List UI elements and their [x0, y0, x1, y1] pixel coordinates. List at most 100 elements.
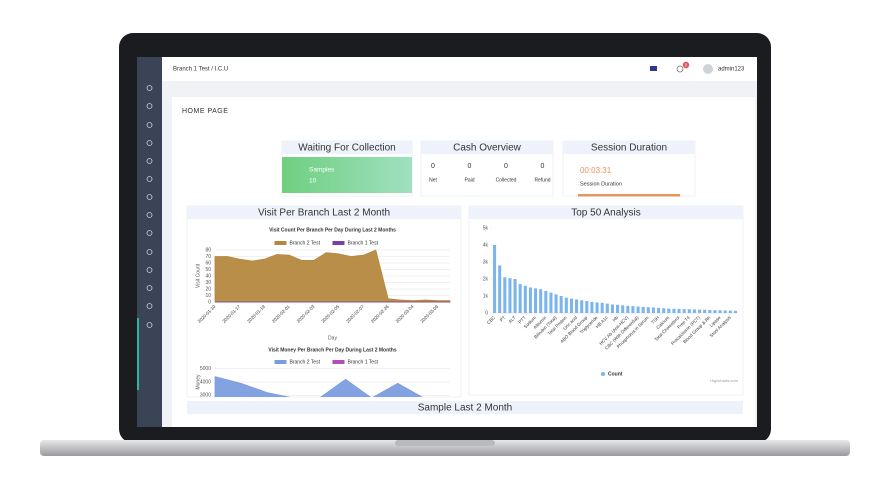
bar: [713, 310, 717, 313]
y-axis-label: Money: [195, 374, 201, 390]
x-tick-label: PT: [499, 315, 507, 323]
bar: [631, 306, 635, 313]
waiting-box: [282, 157, 412, 193]
bar: [662, 308, 666, 313]
bar: [636, 306, 640, 313]
bar: [687, 309, 691, 313]
legend-swatch[interactable]: [274, 360, 287, 364]
x-tick-label: TSH: [650, 315, 660, 325]
sidebar-icons[interactable]: [146, 85, 153, 328]
bar: [621, 305, 625, 313]
bell[interactable]: [676, 65, 684, 73]
bar: [508, 278, 512, 313]
user-name[interactable]: admin123: [718, 67, 745, 73]
bar: [657, 307, 661, 313]
page-title: HOME PAGE: [182, 108, 228, 115]
waiting-title: Waiting For Collection: [298, 143, 395, 154]
bar: [534, 288, 538, 313]
area: [214, 249, 451, 303]
y-tick-label: 70: [205, 254, 211, 260]
y-tick-label: 10: [205, 293, 211, 299]
bar: [672, 308, 676, 313]
y-tick-label: 80: [205, 247, 211, 253]
badge-count: 0: [685, 62, 688, 67]
legend-swatch[interactable]: [274, 241, 287, 245]
chart: Visit Money Per Branch Per Day During La…: [195, 347, 450, 399]
card-header: [282, 141, 412, 154]
waiting-label: Samples: [309, 167, 335, 174]
bar: [498, 265, 502, 313]
panel-header: [187, 206, 461, 219]
bar: [600, 302, 604, 313]
bar: [595, 302, 599, 313]
bar: [554, 294, 558, 313]
bar: [718, 310, 722, 313]
flag[interactable]: [650, 66, 657, 71]
y-tick-label: 3k: [483, 259, 489, 265]
cash-label: Collected: [496, 177, 517, 183]
bar: [626, 305, 630, 313]
bar: [641, 306, 645, 313]
bar: [518, 284, 522, 313]
bar: [728, 310, 732, 313]
avatar[interactable]: [703, 64, 713, 74]
y-tick-label: 50: [205, 267, 211, 273]
x-tick-label: PTT: [517, 315, 527, 325]
bar: [703, 309, 707, 313]
bar: [616, 304, 620, 313]
bar: [493, 245, 497, 313]
y-tick-label: 4k: [483, 242, 489, 248]
bar: [733, 310, 737, 313]
cash-label: Refund: [534, 177, 550, 183]
y-tick-label: 3000: [200, 393, 211, 399]
x-tick-label: ALT: [507, 315, 516, 324]
bar: [605, 303, 609, 313]
y-tick-label: 1k: [483, 293, 489, 299]
legend-swatch[interactable]: [332, 241, 345, 245]
bar: [580, 300, 584, 313]
x-tick-label: CBC: [486, 314, 497, 325]
chart-title: Visit Count Per Branch Per Day During La…: [269, 227, 396, 233]
legend-label[interactable]: Count: [608, 371, 623, 377]
y-tick-label: 4000: [200, 379, 211, 385]
bar: [539, 289, 543, 313]
y-axis-label: Visit Count: [195, 263, 201, 288]
top-title: Top 50 Analysis: [571, 208, 641, 219]
legend-swatch[interactable]: [332, 360, 345, 364]
bar: [667, 308, 671, 313]
sidebar: [137, 57, 162, 427]
x-axis-label: Day: [328, 335, 337, 341]
cash-value: 0: [541, 163, 545, 170]
area: [214, 376, 423, 397]
bar: [708, 309, 712, 313]
cash-value: 0: [504, 163, 508, 170]
bar: [585, 301, 589, 313]
legend-label[interactable]: Branch 1 Test: [348, 240, 379, 246]
card-header: [563, 141, 695, 154]
card-header: [421, 141, 553, 154]
legend-label[interactable]: Branch 2 Test: [290, 240, 321, 246]
legend-label[interactable]: Branch 1 Test: [348, 359, 379, 365]
y-tick-label: 30: [205, 280, 211, 286]
sample-title: Sample Last 2 Month: [418, 403, 513, 414]
y-tick-label: 20: [205, 286, 211, 292]
legend-label[interactable]: Branch 2 Test: [290, 359, 321, 365]
branch-selector[interactable]: Branch 1 Test / I.C.U: [173, 67, 228, 73]
badge: [682, 61, 690, 69]
cash-title: Cash Overview: [453, 143, 522, 154]
cash-label: Paid: [464, 177, 474, 183]
legend-swatch[interactable]: [601, 372, 605, 376]
panel-header: [469, 206, 743, 219]
bar: [528, 287, 532, 313]
bar: [698, 309, 702, 313]
credits: Highcharts.com: [710, 378, 738, 383]
waiting-value: 10: [309, 178, 317, 185]
session-title: Session Duration: [591, 143, 667, 154]
cash-label: Net: [429, 177, 437, 183]
bar: [575, 299, 579, 313]
bar: [523, 285, 527, 313]
bar: [646, 307, 650, 313]
bar: [569, 298, 573, 313]
